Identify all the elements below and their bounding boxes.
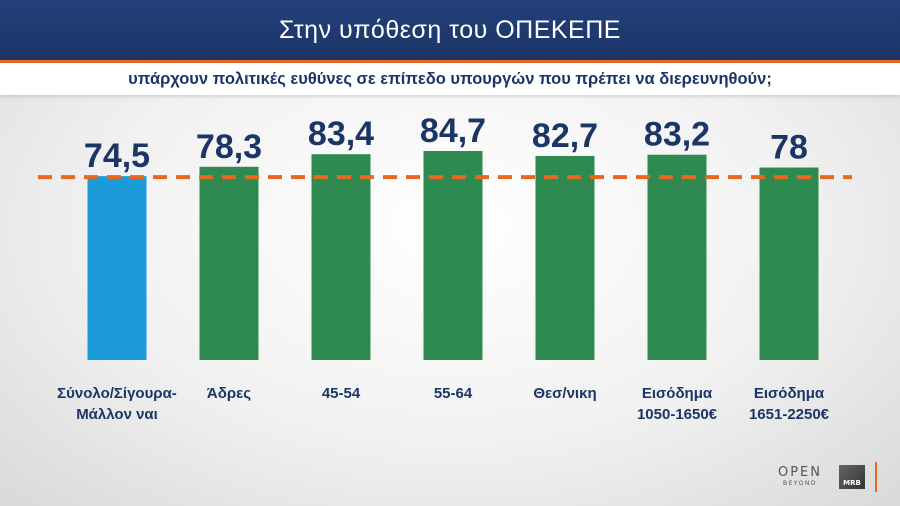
bar-1 <box>87 176 147 360</box>
bar-6 <box>647 154 707 360</box>
bar-4 <box>423 151 483 360</box>
category-label-1-line-2: Μάλλον ναι <box>76 406 158 423</box>
open-beyond-logo: OPEN BEYOND <box>770 466 830 488</box>
category-label-4: 55-64 <box>434 385 473 402</box>
bar-5 <box>535 155 595 360</box>
data-label-6: 83,2 <box>644 116 710 154</box>
mrb-logo: MRB <box>839 465 865 489</box>
category-label-5: Θεσ/νικη <box>533 385 596 402</box>
open-logo-text: OPEN <box>777 465 822 480</box>
category-label-6-line-2: 1050-1650€ <box>637 406 718 423</box>
beyond-logo-text: BEYOND <box>782 480 818 487</box>
category-label-1-line-1: Σύνολο/Σίγουρα- <box>57 385 177 402</box>
data-label-7: 78 <box>770 129 808 167</box>
bar-7 <box>759 167 819 360</box>
bar-2 <box>199 166 259 360</box>
data-label-2: 78,3 <box>196 128 262 166</box>
category-label-6-line-1: Εισόδημα <box>642 385 713 402</box>
chart-subtitle: υπάρχουν πολιτικές ευθύνες σε επίπεδο υπ… <box>0 63 900 95</box>
data-label-5: 82,7 <box>532 117 598 155</box>
category-label-3: 45-54 <box>322 385 361 402</box>
category-label-7-line-1: Εισόδημα <box>754 385 825 402</box>
category-label-7-line-2: 1651-2250€ <box>749 406 830 423</box>
data-label-4: 84,7 <box>420 112 486 150</box>
bar-3 <box>311 154 371 360</box>
chart-title: Στην υπόθεση του ΟΠΕΚΕΠΕ <box>0 0 900 60</box>
category-label-2: Άδρες <box>207 385 251 402</box>
logo-divider <box>875 462 877 492</box>
data-label-3: 83,4 <box>308 115 374 153</box>
data-label-1: 74,5 <box>84 137 150 175</box>
title-divider <box>0 60 900 63</box>
